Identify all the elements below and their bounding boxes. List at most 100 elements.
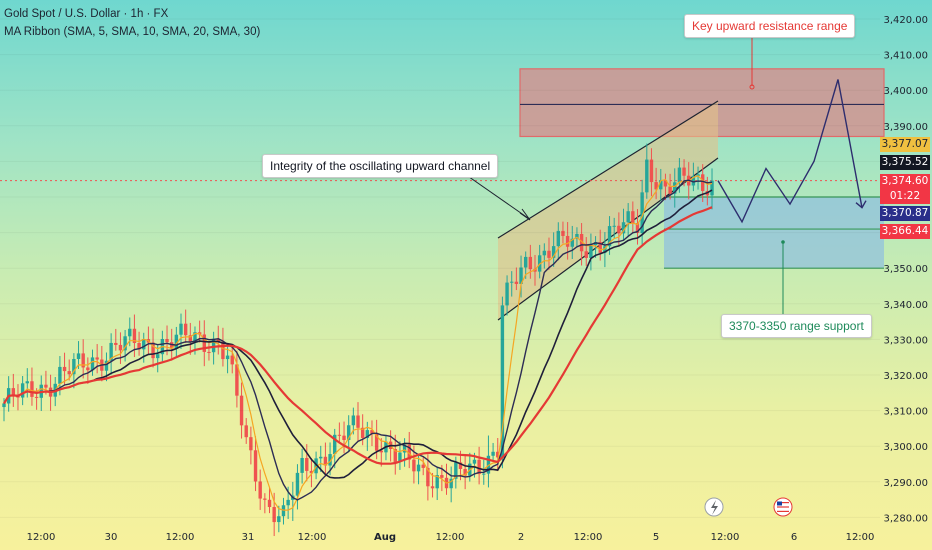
moving-averages-layer bbox=[3, 175, 713, 511]
candle-body bbox=[682, 167, 686, 176]
candle-body bbox=[267, 499, 272, 508]
x-tick-label: 5 bbox=[653, 532, 659, 543]
candle-body bbox=[514, 281, 519, 284]
flag-stripe bbox=[777, 502, 789, 504]
candle-body bbox=[123, 336, 127, 351]
y-tick-label: 3,350.00 bbox=[883, 264, 928, 275]
candle-body bbox=[673, 182, 677, 194]
candle-body bbox=[496, 451, 500, 458]
candle-body bbox=[95, 357, 99, 360]
indicator-legend: MA Ribbon (SMA, 5, SMA, 10, SMA, 20, SMA… bbox=[4, 26, 261, 38]
candle-body bbox=[25, 381, 29, 384]
y-tick-label: 3,310.00 bbox=[883, 407, 928, 418]
candle-body bbox=[137, 343, 141, 350]
candle-body bbox=[72, 358, 76, 375]
lightning-glyph bbox=[711, 500, 718, 515]
candle-body bbox=[342, 435, 346, 441]
event-icons-layer bbox=[704, 497, 793, 517]
candle-body bbox=[118, 344, 123, 351]
zones-layer bbox=[0, 68, 885, 321]
candle-body bbox=[337, 434, 342, 436]
price-badge: 3,375.52 bbox=[880, 155, 930, 170]
projection-arrowhead bbox=[855, 200, 867, 209]
candle-body bbox=[249, 437, 253, 451]
sma-5-line bbox=[3, 175, 713, 511]
candle-body bbox=[402, 444, 407, 453]
x-tick-label: 12:00 bbox=[27, 532, 56, 543]
candle-body bbox=[34, 396, 39, 398]
x-tick-label: 12:00 bbox=[846, 532, 875, 543]
candle-body bbox=[109, 342, 113, 361]
candle-body bbox=[598, 242, 602, 253]
candle-body bbox=[668, 186, 672, 194]
x-tick-label: 12:00 bbox=[711, 532, 740, 543]
candle-body bbox=[696, 174, 700, 176]
candle-body bbox=[663, 180, 668, 187]
candle-body bbox=[314, 458, 318, 474]
x-tick-label: 31 bbox=[242, 532, 255, 543]
candle-body bbox=[454, 462, 458, 479]
candle-body bbox=[677, 167, 682, 183]
candle-body bbox=[458, 462, 463, 469]
candle-body bbox=[44, 384, 48, 388]
candle-body bbox=[263, 498, 267, 500]
candle-body bbox=[207, 351, 211, 353]
candle-body bbox=[570, 238, 574, 247]
candle-body bbox=[589, 245, 593, 258]
y-tick-label: 3,290.00 bbox=[883, 478, 928, 489]
candle-body bbox=[603, 246, 607, 253]
candle-body bbox=[20, 383, 25, 398]
resistance-callout[interactable]: Key upward resistance range bbox=[684, 14, 856, 38]
candle-body bbox=[374, 433, 379, 451]
candle-body bbox=[202, 334, 206, 352]
candle-body bbox=[151, 342, 155, 359]
candle-body bbox=[183, 323, 188, 336]
candle-body bbox=[211, 338, 216, 353]
candle-body bbox=[528, 256, 533, 270]
price-badge: 3,370.87 bbox=[880, 206, 930, 221]
sma-20-line bbox=[3, 189, 713, 479]
sma-30-line bbox=[3, 206, 713, 465]
candle-body bbox=[551, 246, 556, 258]
y-tick-label: 3,330.00 bbox=[883, 335, 928, 346]
candle-body bbox=[156, 354, 160, 359]
candle-body bbox=[645, 159, 649, 193]
channel-callout[interactable]: Integrity of the oscillating upward chan… bbox=[262, 154, 499, 178]
candle-body bbox=[253, 450, 258, 482]
x-tick-label: 12:00 bbox=[436, 532, 465, 543]
candle-body bbox=[421, 464, 425, 468]
candle-body bbox=[523, 256, 528, 268]
y-tick-label: 3,280.00 bbox=[883, 513, 928, 524]
price-badge: 3,366.44 bbox=[880, 224, 930, 239]
candle-body bbox=[542, 250, 547, 256]
candle-body bbox=[701, 174, 705, 192]
flag-stripe bbox=[777, 510, 789, 512]
candle-body bbox=[81, 353, 85, 368]
candle-body bbox=[179, 323, 183, 335]
candle-body bbox=[142, 339, 146, 350]
candle-body bbox=[393, 448, 397, 463]
candle-body bbox=[272, 507, 276, 523]
candle-body bbox=[30, 381, 34, 397]
candle-body bbox=[2, 403, 6, 408]
candle-body bbox=[659, 180, 663, 190]
flag-stripe bbox=[777, 504, 789, 506]
candle-body bbox=[519, 267, 523, 284]
resistance-pointer-dot bbox=[749, 84, 755, 90]
candle-body bbox=[649, 159, 654, 183]
candle-body bbox=[370, 430, 374, 434]
flag-canton bbox=[777, 501, 782, 506]
x-tick-label: 2 bbox=[518, 532, 524, 543]
candle-body bbox=[188, 335, 193, 343]
candle-body bbox=[58, 366, 62, 384]
y-tick-label: 3,300.00 bbox=[883, 442, 928, 453]
candle-body bbox=[230, 355, 234, 365]
support-callout[interactable]: 3370-3350 range support bbox=[721, 314, 872, 338]
candle-body bbox=[239, 395, 244, 426]
candle-body bbox=[584, 251, 588, 258]
projection-path bbox=[717, 79, 863, 224]
price-badge: 3,377.07 bbox=[880, 137, 930, 152]
candle-body bbox=[300, 457, 304, 473]
